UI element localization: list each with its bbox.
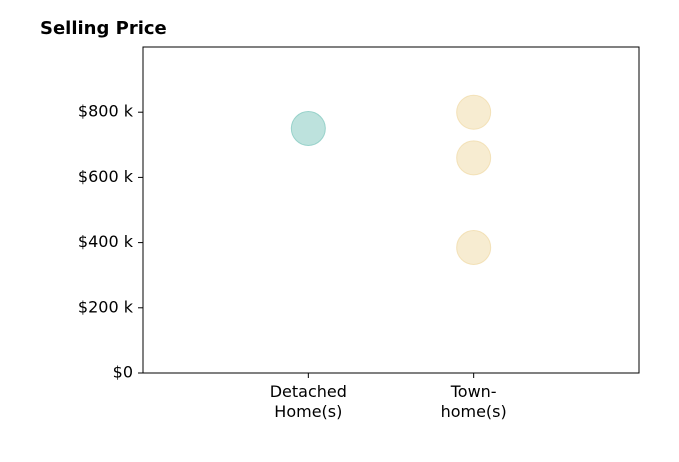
point (290, 111, 326, 146)
y-tick-label: $600 k (78, 167, 134, 186)
y-tick-label: $200 k (78, 297, 134, 316)
x-tick-label: Town- home(s) (440, 382, 507, 421)
y-tick-label: $400 k (78, 232, 134, 251)
point (456, 94, 492, 130)
point (456, 140, 492, 176)
x-tick-label: Detached Home(s) (269, 382, 347, 421)
plot-frame (142, 46, 640, 374)
y-tick-label: $800 k (78, 102, 134, 121)
chart-title: Selling Price (40, 18, 167, 39)
y-tick-label: $0 (113, 363, 133, 382)
point (456, 229, 492, 265)
